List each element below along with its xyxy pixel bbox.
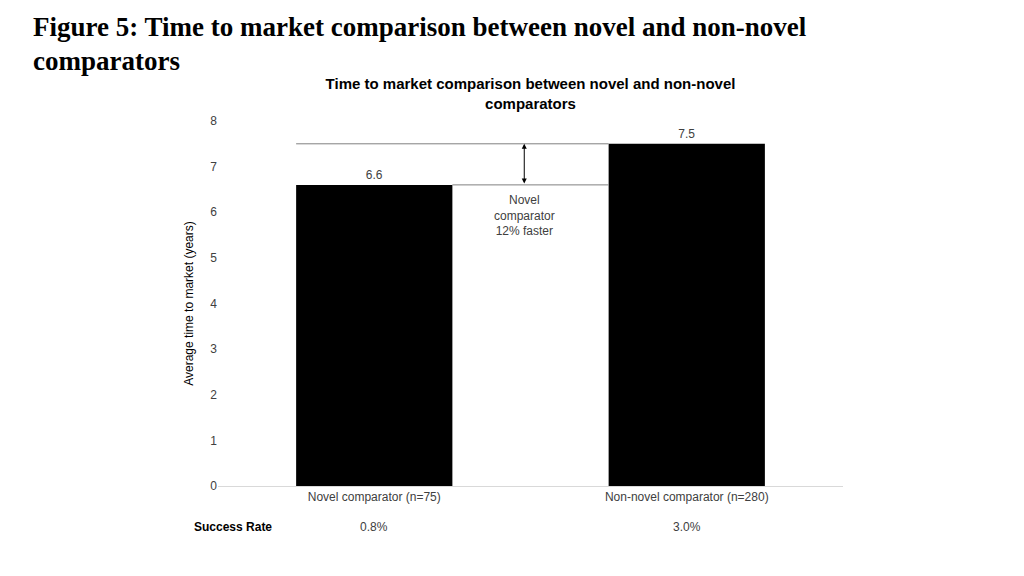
svg-text:0.8%: 0.8%: [360, 520, 388, 534]
svg-text:3.0%: 3.0%: [673, 520, 701, 534]
svg-text:8: 8: [210, 114, 217, 128]
svg-text:7.5: 7.5: [678, 127, 695, 141]
svg-text:6.6: 6.6: [366, 168, 383, 182]
svg-text:7: 7: [210, 160, 217, 174]
svg-text:5: 5: [210, 251, 217, 265]
svg-text:Time to market comparison betw: Time to market comparison between novel …: [326, 75, 736, 112]
html-text:Figure 5: Time to market compa: Figure 5: Time to market comparison betw…: [33, 12, 807, 76]
svg-text:2: 2: [210, 388, 217, 402]
svg-text:Novel comparator (n=75): Novel comparator (n=75): [308, 490, 441, 504]
svg-text:3: 3: [210, 342, 217, 356]
svg-text:0: 0: [210, 479, 217, 493]
svg-text:Success Rate: Success Rate: [194, 520, 272, 534]
svg-text:Non-novel comparator (n=280): Non-novel comparator (n=280): [605, 490, 769, 504]
svg-text:4: 4: [210, 297, 217, 311]
svg-text:1: 1: [210, 434, 217, 448]
svg-text:6: 6: [210, 205, 217, 219]
svg-text:Novelcomparator12% faster: Novelcomparator12% faster: [494, 193, 555, 238]
svg-text:Average time to market (years): Average time to market (years): [182, 221, 196, 386]
